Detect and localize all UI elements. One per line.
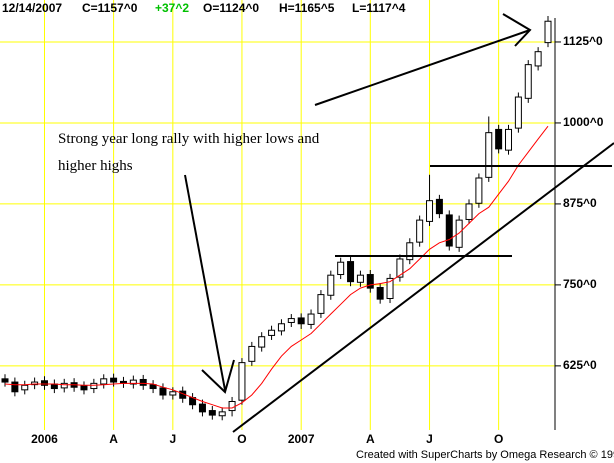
candle-body bbox=[21, 384, 29, 391]
candle-body bbox=[100, 378, 108, 385]
candle-body bbox=[337, 261, 345, 276]
candle-body bbox=[40, 380, 48, 386]
candle-body bbox=[445, 214, 453, 247]
candle-body bbox=[317, 294, 325, 314]
candle-body bbox=[416, 219, 424, 243]
candle-body bbox=[475, 177, 483, 204]
candle-body bbox=[11, 381, 19, 393]
candle-body bbox=[159, 387, 167, 396]
candle-body bbox=[238, 362, 246, 401]
candle-body bbox=[149, 384, 157, 390]
candle-body bbox=[347, 261, 355, 283]
candle-body bbox=[435, 198, 443, 215]
candle-body bbox=[90, 382, 98, 390]
header-item: C=1157^0 bbox=[82, 1, 138, 15]
candle-body bbox=[248, 345, 256, 362]
candle-body bbox=[485, 132, 493, 178]
candle-body bbox=[139, 378, 147, 386]
y-tick-label: 625^0 bbox=[563, 358, 597, 372]
trend-line bbox=[232, 142, 614, 433]
header-item: O=1124^0 bbox=[203, 1, 259, 15]
candle-body bbox=[50, 383, 58, 390]
x-tick-label: J bbox=[426, 432, 433, 446]
header-item: L=1117^4 bbox=[352, 1, 406, 15]
candle-body bbox=[514, 96, 522, 129]
x-tick-label: 2006 bbox=[31, 432, 58, 446]
footer: Created with SuperCharts by Omega Resear… bbox=[356, 449, 614, 461]
candle-body bbox=[465, 203, 473, 220]
candle-body bbox=[386, 277, 394, 299]
y-tick-label: 875^0 bbox=[563, 196, 597, 210]
candle-body bbox=[169, 391, 177, 396]
candle-body bbox=[356, 274, 364, 283]
candle-body bbox=[544, 20, 552, 44]
candle-body bbox=[307, 313, 315, 325]
annotations bbox=[184, 13, 614, 433]
candle-body bbox=[258, 336, 266, 348]
candle-body bbox=[110, 377, 118, 383]
candle-body bbox=[297, 317, 305, 325]
header-item: 12/14/2007 bbox=[2, 1, 62, 15]
candle-body bbox=[80, 385, 88, 391]
candle-body bbox=[198, 403, 206, 413]
candle-body bbox=[396, 258, 404, 278]
arrow-head bbox=[201, 359, 235, 394]
candle-body bbox=[268, 329, 276, 336]
arrow bbox=[184, 174, 226, 391]
candle-body bbox=[505, 128, 513, 151]
candle-body bbox=[31, 381, 39, 386]
candle-body bbox=[455, 219, 463, 248]
x-tick-label: 2007 bbox=[288, 432, 315, 446]
candle-body bbox=[208, 410, 216, 416]
candle-body bbox=[60, 382, 68, 389]
candle-body bbox=[534, 51, 542, 67]
header-item: +37^2 bbox=[155, 1, 189, 15]
annotation: Strong year long rally with higher lows … bbox=[58, 131, 320, 174]
candle-body bbox=[1, 378, 9, 383]
candle-body bbox=[129, 379, 137, 385]
candle-body bbox=[218, 411, 226, 417]
candle-body bbox=[495, 128, 503, 150]
arrow-head bbox=[502, 13, 532, 47]
x-tick-label: J bbox=[169, 432, 176, 446]
candle-body bbox=[228, 400, 236, 412]
candle-body bbox=[277, 323, 285, 332]
x-tick-label: A bbox=[109, 432, 118, 446]
candles bbox=[1, 16, 552, 421]
candle-body bbox=[524, 64, 532, 99]
x-tick-label: O bbox=[237, 432, 246, 446]
y-tick-label: 1000^0 bbox=[563, 115, 604, 129]
header-item: H=1165^5 bbox=[279, 1, 335, 15]
candle-body bbox=[426, 200, 434, 222]
y-tick-label: 1125^0 bbox=[563, 34, 603, 48]
arrow bbox=[314, 29, 531, 106]
candle-body bbox=[406, 242, 414, 261]
candle-body bbox=[366, 274, 374, 289]
grid bbox=[0, 0, 555, 430]
y-tick-label: 750^0 bbox=[563, 277, 597, 291]
candle-body bbox=[376, 286, 384, 300]
candle-body bbox=[327, 274, 335, 296]
x-tick-label: O bbox=[494, 432, 503, 446]
x-tick-label: A bbox=[366, 432, 375, 446]
moving-average bbox=[4, 125, 549, 409]
candle-body bbox=[287, 318, 295, 323]
